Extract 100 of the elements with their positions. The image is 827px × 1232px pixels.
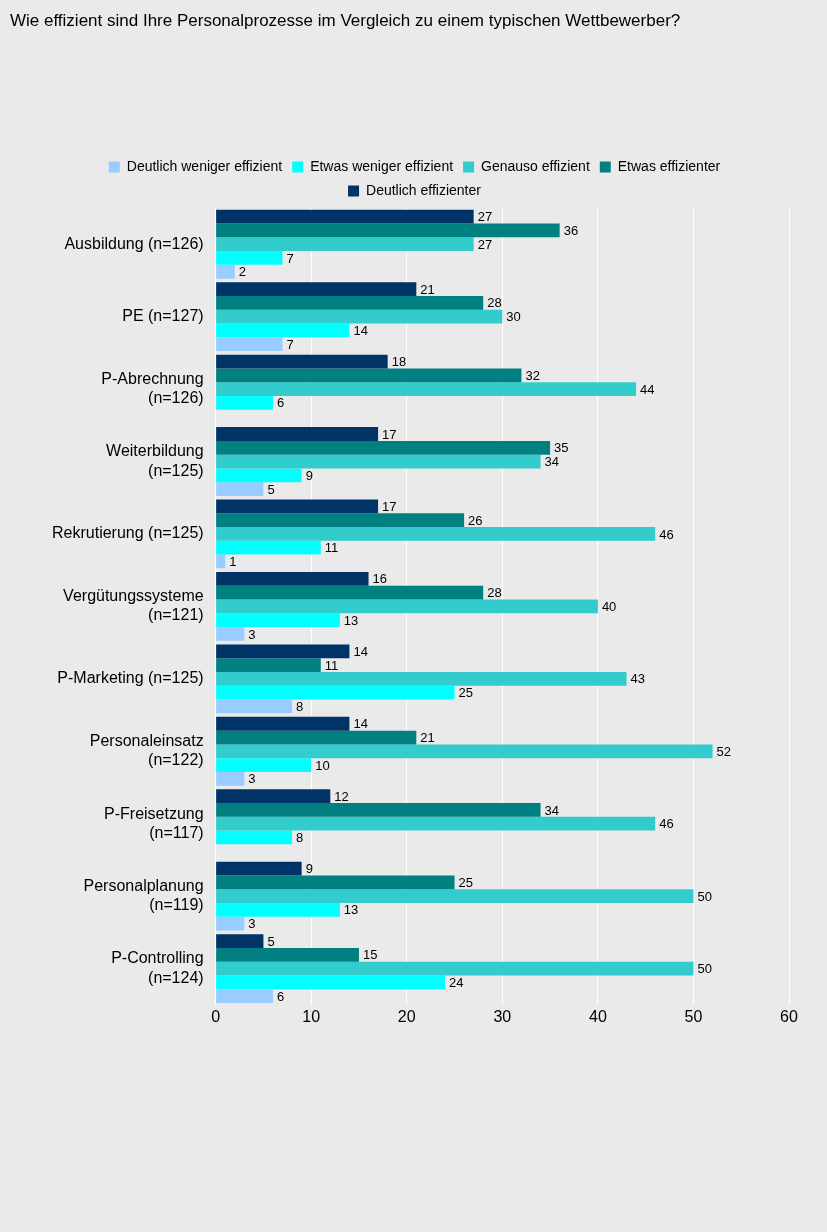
bar: [216, 975, 445, 990]
bar: [216, 685, 455, 700]
bar: [216, 571, 369, 586]
bar: [216, 730, 417, 745]
bar: [216, 889, 694, 904]
data-label: 5: [267, 933, 275, 949]
data-label: 9: [305, 861, 313, 877]
data-label: 17: [382, 499, 397, 515]
bar: [216, 368, 522, 383]
y-tick-label: Personaleinsatz (n=122): [89, 732, 204, 769]
bar: [216, 323, 350, 338]
bar: [216, 395, 273, 410]
data-label: 8: [296, 830, 304, 846]
bar: [216, 513, 465, 528]
bar: [216, 309, 503, 324]
data-label: 44: [640, 381, 655, 397]
legend-label: Genauso effizient: [481, 157, 590, 174]
data-label: 46: [659, 816, 674, 832]
data-label: 24: [448, 974, 464, 990]
legend-label: Etwas weniger effizient: [310, 157, 454, 174]
data-label: 28: [487, 295, 502, 311]
bar: [216, 499, 379, 514]
data-label: 50: [697, 961, 712, 977]
x-tick-label: 60: [780, 1007, 798, 1025]
bar: [216, 861, 302, 876]
x-tick-label: 10: [302, 1007, 321, 1025]
bar: [216, 758, 312, 772]
data-label: 11: [324, 657, 339, 673]
bar: [216, 803, 541, 817]
bar: [216, 209, 474, 224]
data-label: 13: [343, 612, 359, 628]
y-tick-label: P-Freisetzung (n=117): [104, 804, 204, 841]
data-label: 7: [286, 336, 294, 352]
data-label: 3: [248, 771, 256, 787]
data-label: 13: [343, 902, 359, 918]
bar: [216, 296, 484, 310]
bar: [216, 716, 350, 731]
data-label: 11: [324, 540, 339, 556]
bar: [216, 658, 321, 672]
bar: [216, 830, 293, 845]
bar: [216, 440, 551, 455]
x-tick-label: 20: [397, 1007, 416, 1025]
data-label: 2: [238, 264, 246, 280]
data-label: 40: [601, 598, 617, 614]
data-label: 15: [362, 947, 378, 963]
bar: [216, 540, 321, 555]
data-label: 8: [296, 698, 304, 714]
data-label: 28: [487, 585, 502, 601]
bar: [216, 527, 656, 541]
bar: [216, 264, 235, 279]
bar: [216, 671, 627, 686]
legend-label: Etwas effizienter: [617, 157, 721, 174]
x-tick-label: 40: [588, 1007, 607, 1025]
y-tick-label: Personalplanung (n=119): [83, 876, 204, 914]
data-label: 21: [420, 730, 435, 746]
data-label: 25: [458, 874, 474, 890]
bar: [216, 382, 637, 396]
data-label: 3: [248, 916, 256, 932]
x-tick-label: 30: [493, 1007, 512, 1025]
legend-label: Deutlich effizienter: [366, 181, 482, 198]
bar: [216, 771, 245, 786]
y-tick-label: P-Controlling (n=124): [111, 949, 204, 986]
bar: [216, 599, 598, 614]
data-label: 35: [554, 440, 569, 456]
data-label: 46: [659, 526, 674, 542]
data-label: 34: [544, 802, 560, 818]
data-label: 27: [477, 209, 493, 225]
y-tick-label: Ausbildung (n=126): [64, 234, 204, 252]
data-label: 6: [276, 395, 285, 411]
bar: [216, 468, 302, 483]
bar: [216, 223, 560, 238]
data-label: 26: [468, 512, 483, 528]
x-tick-label: 50: [684, 1007, 703, 1025]
y-tick-label: PE (n=127): [122, 307, 204, 325]
data-label: 1: [229, 554, 237, 570]
bar: [216, 554, 226, 569]
legend-label: Deutlich weniger effizient: [126, 157, 283, 174]
bar: [216, 482, 264, 496]
bar: [216, 427, 379, 441]
bar: [216, 585, 484, 600]
data-label: 43: [630, 671, 646, 687]
data-label: 3: [248, 626, 256, 642]
bar: [216, 237, 474, 252]
data-label: 5: [267, 481, 275, 497]
bar: [216, 627, 245, 641]
bar: [216, 282, 417, 297]
data-label: 18: [391, 354, 407, 370]
data-label: 30: [506, 309, 521, 325]
data-label: 36: [563, 223, 579, 239]
bar: [216, 989, 273, 1003]
y-tick-label: Vergütungssysteme (n=121): [63, 587, 204, 624]
y-tick-label: P-Abrechnung (n=126): [101, 369, 204, 407]
y-tick-label: P-Marketing (n=125): [57, 669, 204, 687]
data-label: 16: [372, 571, 388, 587]
data-label: 14: [353, 716, 368, 732]
bar: [216, 961, 694, 976]
data-label: 9: [305, 467, 313, 483]
data-label: 50: [697, 888, 712, 904]
y-tick-label: Weiterbildung (n=125): [106, 442, 204, 479]
data-label: 27: [477, 236, 493, 252]
